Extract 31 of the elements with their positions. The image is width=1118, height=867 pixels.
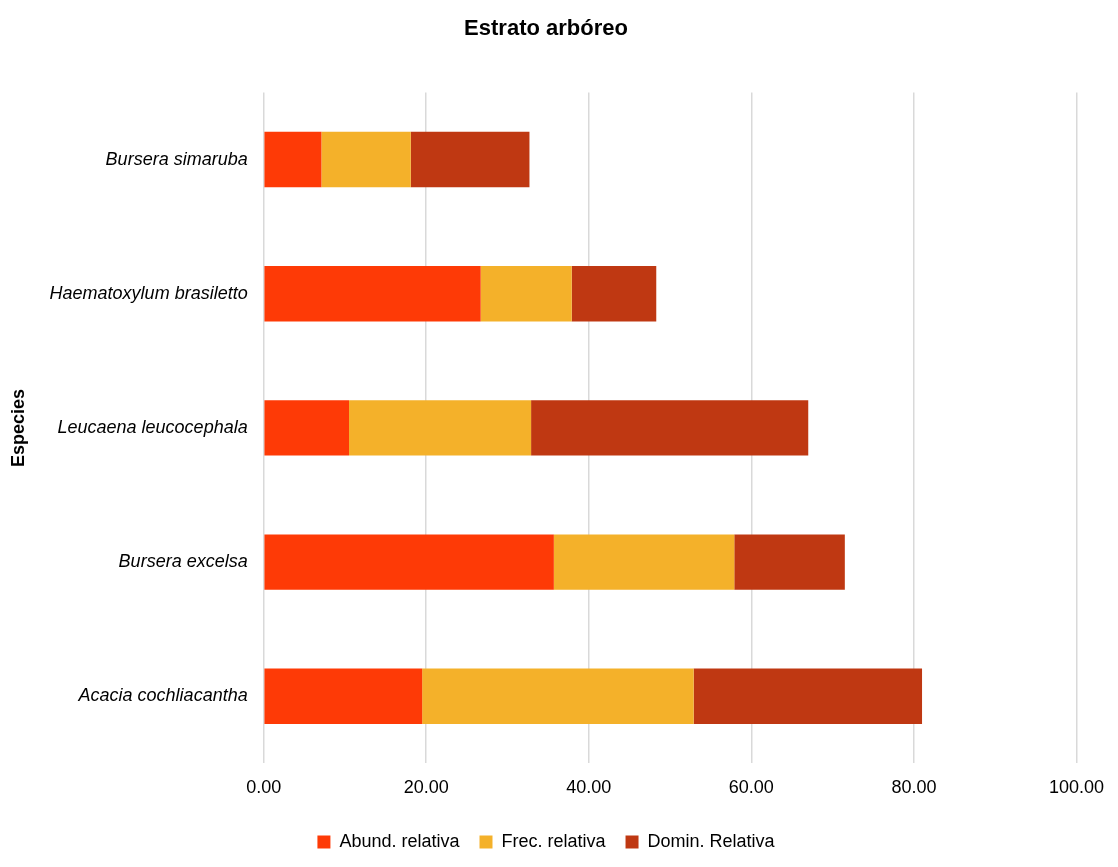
y-tick-label: Bursera excelsa — [118, 551, 248, 572]
y-tick-label: Leucaena leucocephala — [57, 416, 248, 437]
x-tick-label: 0.00 — [246, 777, 282, 798]
bar — [410, 131, 530, 188]
bar — [531, 400, 809, 456]
bar — [264, 668, 423, 724]
bar — [349, 400, 532, 456]
y-tick-label: Bursera simaruba — [105, 148, 248, 169]
x-tick-label: 60.00 — [728, 777, 774, 798]
x-tick-label: 80.00 — [891, 777, 937, 798]
y-axis-title: Especies — [7, 388, 28, 467]
bar — [264, 266, 481, 322]
x-tick-label: 40.00 — [566, 777, 612, 798]
y-tick-label: Haematoxylum brasiletto — [49, 282, 248, 303]
legend-label: Frec. relativa — [501, 830, 607, 851]
bar — [264, 534, 554, 590]
x-tick-label: 100.00 — [1048, 777, 1104, 798]
bar — [480, 266, 572, 322]
bar — [553, 534, 735, 590]
bar — [734, 534, 845, 590]
bar — [264, 131, 322, 188]
bar — [321, 131, 411, 188]
y-tick-label: Acacia cochliacantha — [77, 685, 248, 706]
bar — [264, 400, 350, 456]
bar — [571, 266, 657, 322]
bar — [422, 668, 694, 724]
bar — [693, 668, 923, 724]
chart-title: Estrato arbóreo — [464, 15, 628, 41]
legend-label: Abund. relativa — [339, 830, 461, 851]
x-tick-label: 20.00 — [403, 777, 449, 798]
legend-label: Domin. Relativa — [647, 830, 776, 851]
